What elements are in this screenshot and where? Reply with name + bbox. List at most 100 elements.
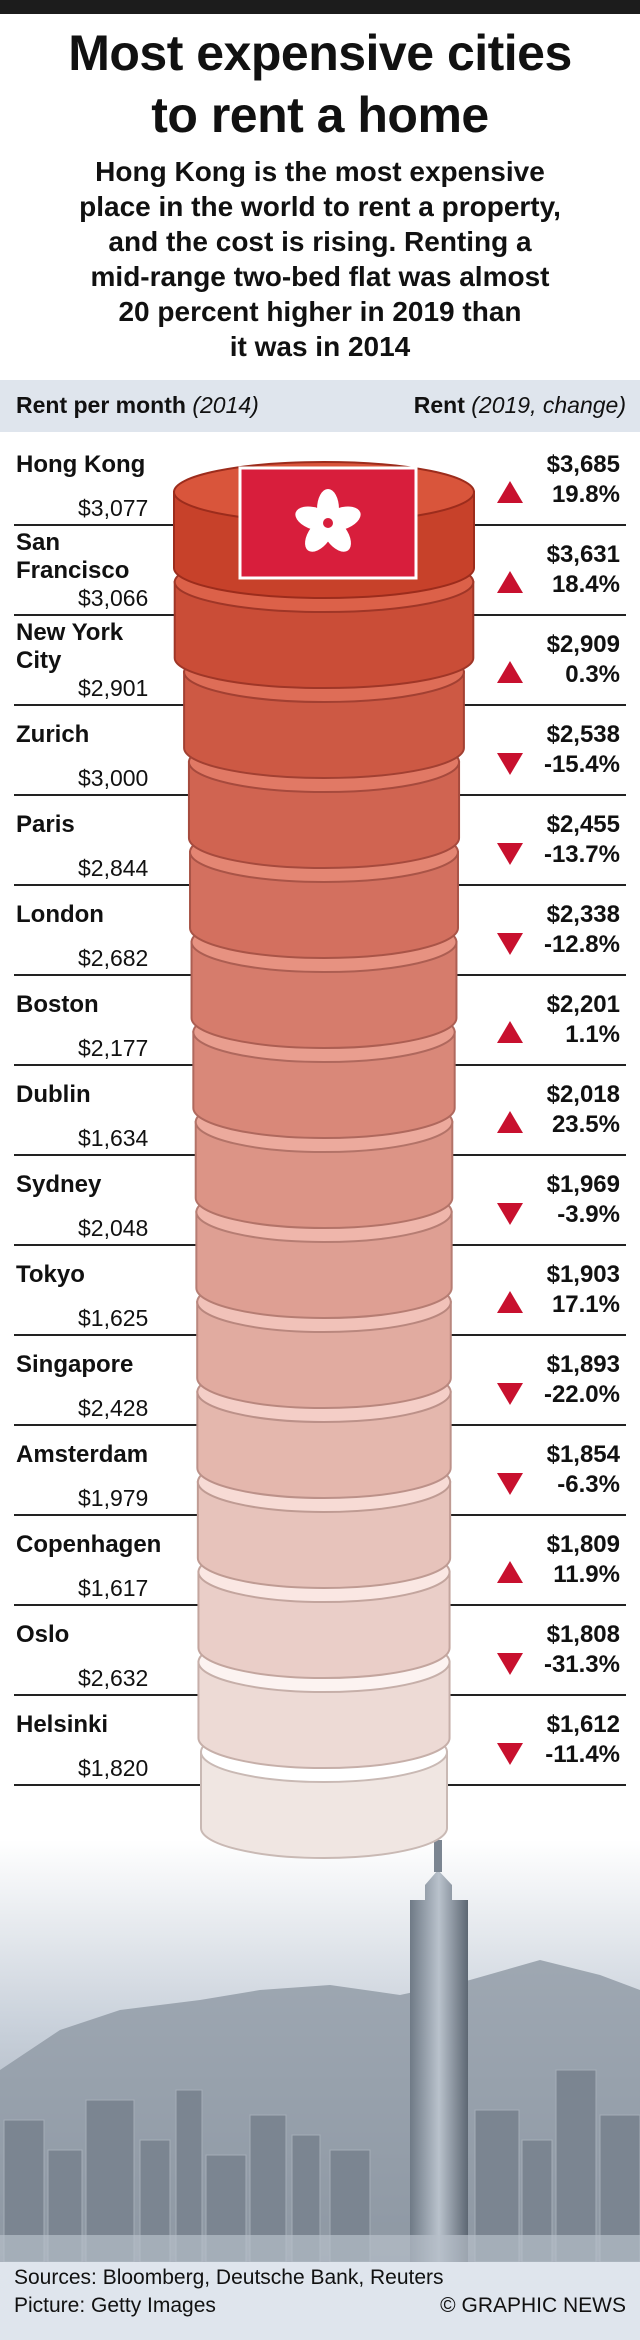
footer-band — [0, 2262, 640, 2340]
column-header-band — [0, 380, 640, 432]
rent-2014-label: $3,000 — [78, 765, 148, 791]
triangle-down-icon — [497, 933, 523, 955]
right-header-main: Rent — [413, 392, 465, 418]
change-label: -13.7% — [544, 841, 620, 868]
rent-2014-label: $2,901 — [78, 675, 148, 701]
city-name-line: San — [16, 529, 60, 556]
right-header-note: (2019, change) — [471, 392, 626, 418]
title-line: to rent a home — [151, 87, 489, 143]
rent-2019-label: $3,631 — [547, 541, 620, 568]
rent-2014-label: $2,048 — [78, 1215, 148, 1241]
page-subtitle: Hong Kong is the most expensive place in… — [20, 154, 620, 364]
rent-2014-label: $1,979 — [78, 1485, 148, 1511]
city-name: Copenhagen — [16, 1531, 161, 1558]
subtitle-line: mid-range two-bed flat was almost — [90, 261, 550, 292]
change-label: 17.1% — [552, 1291, 620, 1318]
tower-spire — [434, 1840, 442, 1872]
city-name: Sydney — [16, 1171, 102, 1198]
rent-2014-label: $1,625 — [78, 1305, 148, 1331]
rent-2019-label: $1,808 — [547, 1621, 620, 1648]
rent-2014-label: $3,077 — [78, 495, 148, 521]
change-label: 19.8% — [552, 481, 620, 508]
triangle-up-icon — [497, 571, 523, 593]
page-title: Most expensive cities to rent a home — [0, 22, 640, 146]
rent-2019-label: $2,018 — [547, 1081, 620, 1108]
rent-2014-label: $2,177 — [78, 1035, 148, 1061]
change-label: 11.9% — [553, 1561, 620, 1588]
right-column-header: Rent (2019, change) — [414, 392, 626, 419]
city-name-line: Francisco — [16, 557, 129, 584]
triangle-down-icon — [497, 1743, 523, 1765]
triangle-down-icon — [497, 753, 523, 775]
hong-kong-flag-icon — [238, 466, 418, 580]
rent-2014-label: $1,820 — [78, 1755, 148, 1781]
city-name: Boston — [16, 991, 99, 1018]
subtitle-line: it was in 2014 — [229, 331, 411, 362]
rent-2014-label: $3,066 — [78, 585, 148, 611]
change-label: -3.9% — [557, 1201, 620, 1228]
change-label: -6.3% — [557, 1471, 620, 1498]
rent-2019-label: $1,854 — [547, 1441, 621, 1468]
top-bar — [0, 0, 640, 14]
triangle-up-icon — [497, 1291, 523, 1313]
sources-text: Sources: Bloomberg, Deutsche Bank, Reute… — [14, 2266, 444, 2289]
subtitle-line: 20 percent higher in 2019 than — [118, 296, 522, 327]
city-name: Helsinki — [16, 1711, 108, 1738]
city-name: Singapore — [16, 1351, 133, 1378]
left-header-note: (2014) — [192, 392, 259, 418]
rent-2014-label: $1,634 — [78, 1125, 149, 1151]
rent-2014-label: $2,428 — [78, 1395, 148, 1421]
change-label: 1.1% — [565, 1021, 620, 1048]
left-header-main: Rent per month — [16, 392, 186, 418]
triangle-down-icon — [497, 1653, 523, 1675]
rent-2019-label: $2,338 — [547, 901, 620, 928]
coin-stack — [173, 461, 475, 1859]
city-name: Oslo — [16, 1621, 69, 1648]
agency-credit: © GRAPHIC NEWS — [440, 2294, 626, 2317]
title-line: Most expensive cities — [68, 25, 572, 81]
city-name: London — [16, 901, 104, 928]
triangle-down-icon — [497, 843, 523, 865]
triangle-up-icon — [497, 1561, 523, 1583]
tower-building — [410, 1870, 468, 2262]
row-labels: Hong Kong$3,077$3,68519.8%SanFrancisco$3… — [16, 451, 621, 1781]
change-label: 23.5% — [552, 1111, 620, 1138]
hong-kong-skyline-picture — [0, 1840, 640, 2263]
city-name-line: City — [16, 647, 62, 674]
harbour — [0, 2235, 640, 2262]
rent-2019-label: $2,909 — [547, 631, 620, 658]
rent-2019-label: $2,538 — [547, 721, 620, 748]
city-name: Zurich — [16, 721, 89, 748]
subtitle-line: Hong Kong is the most expensive — [95, 156, 545, 187]
rent-2019-label: $1,809 — [547, 1531, 620, 1558]
triangle-up-icon — [497, 1111, 523, 1133]
change-label: -11.4% — [545, 1741, 620, 1768]
building — [555, 2069, 597, 2263]
change-label: 0.3% — [565, 661, 620, 688]
change-label: -22.0% — [544, 1381, 620, 1408]
city-name-line: New York — [16, 619, 124, 646]
triangle-down-icon — [497, 1383, 523, 1405]
picture-credit: Picture: Getty Images — [14, 2294, 216, 2317]
rent-2019-label: $2,201 — [547, 991, 620, 1018]
rent-2019-label: $2,455 — [547, 811, 620, 838]
city-name: Dublin — [16, 1081, 91, 1108]
rent-2019-label: $1,612 — [547, 1711, 620, 1738]
city-name: Tokyo — [16, 1261, 85, 1288]
rent-2014-label: $2,844 — [78, 855, 149, 881]
change-label: 18.4% — [552, 571, 620, 598]
rent-2019-label: $1,903 — [547, 1261, 620, 1288]
rent-2014-label: $2,682 — [78, 945, 148, 971]
change-label: -15.4% — [544, 751, 620, 778]
rent-2019-label: $1,893 — [547, 1351, 620, 1378]
building — [175, 2089, 203, 2263]
subtitle-line: place in the world to rent a property, — [79, 191, 561, 222]
city-name: Paris — [16, 811, 75, 838]
left-column-header: Rent per month (2014) — [16, 392, 259, 419]
triangle-down-icon — [497, 1473, 523, 1495]
city-name: Amsterdam — [16, 1441, 148, 1468]
triangle-up-icon — [497, 1021, 523, 1043]
rent-2014-label: $2,632 — [78, 1665, 148, 1691]
